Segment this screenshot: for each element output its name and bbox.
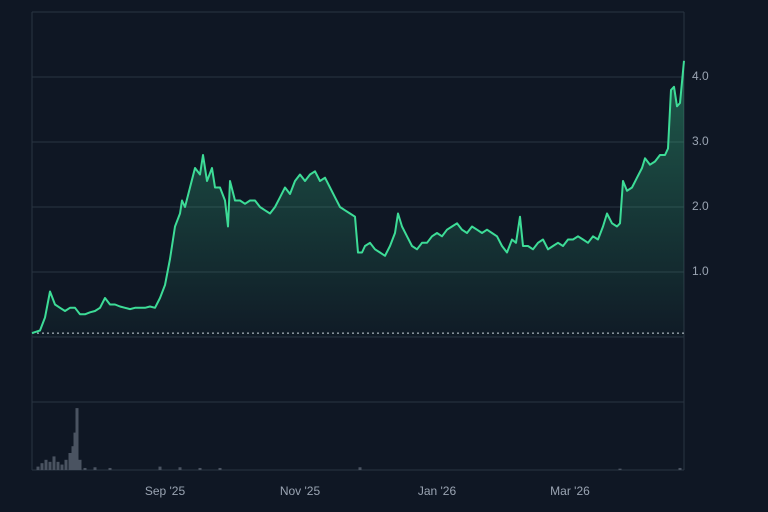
volume-bar (108, 467, 112, 470)
volume-bar (68, 453, 72, 470)
volume-bar (48, 461, 52, 470)
volume-bar (358, 467, 362, 470)
x-tick-label: Sep '25 (145, 484, 186, 498)
volume-bar (618, 468, 622, 470)
volume-bar (52, 456, 56, 470)
volume-bar (678, 467, 682, 470)
y-tick-label: 2.0 (692, 199, 709, 213)
volume-bar (178, 467, 182, 470)
line (31, 60, 685, 335)
volume-bar (44, 459, 48, 470)
volume-bar (36, 466, 40, 470)
volume-bar (60, 464, 64, 470)
volume-bar (158, 466, 162, 470)
x-tick-label: Nov '25 (280, 484, 321, 498)
volume-bar (73, 432, 77, 470)
volume-bar (198, 467, 202, 470)
y-tick-label: 4.0 (692, 69, 709, 83)
x-tick-label: Jan '26 (418, 484, 457, 498)
volume-bar (71, 446, 75, 470)
y-tick-label: 1.0 (692, 264, 709, 278)
volume-bar (78, 459, 82, 470)
volume-bar (218, 467, 222, 470)
volume-bar (64, 459, 68, 470)
volume-bar (56, 461, 60, 470)
x-tick-label: Mar '26 (550, 484, 590, 498)
volume-bar (83, 467, 87, 470)
y-tick-label: 3.0 (692, 134, 709, 148)
volume-bar (93, 467, 97, 470)
area (32, 60, 684, 338)
volume-bar (40, 463, 44, 470)
volume-bar (75, 408, 79, 470)
